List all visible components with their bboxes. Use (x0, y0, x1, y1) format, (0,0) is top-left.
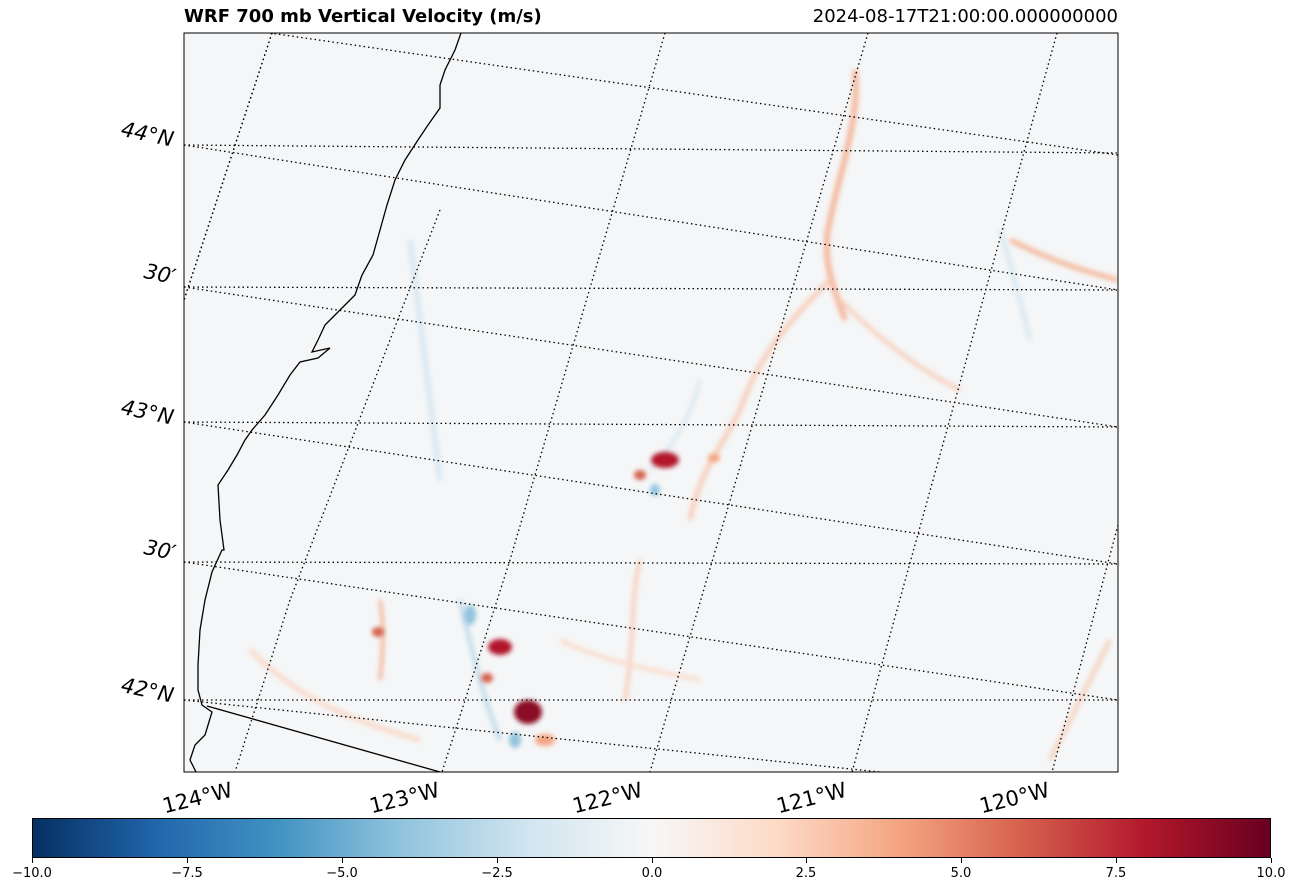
colorbar-tick (497, 858, 498, 863)
colorbar-tick (187, 858, 188, 863)
colorbar-tick (806, 858, 807, 863)
parallel-2 (184, 144, 1118, 291)
colorbar-tick-label: −2.5 (481, 866, 513, 881)
colorbar-tick-label: 10.0 (1256, 866, 1286, 881)
map-frame (183, 32, 1119, 773)
colorbar-tick (961, 858, 962, 863)
colorbar-tick (1271, 858, 1272, 863)
valid-time: 2024-08-17T21:00:00.000000000 (812, 6, 1118, 27)
velocity-field (248, 69, 1118, 761)
coastline (189, 33, 462, 772)
colorbar-tick-label: 2.5 (795, 866, 817, 881)
colorbar-tick (652, 858, 653, 863)
parallel-top (269, 33, 1118, 156)
colorbar-tick (342, 858, 343, 863)
colorbar-tick (1116, 858, 1117, 863)
colorbar-tick-label: 0.0 (641, 866, 663, 881)
map-background (184, 33, 1118, 772)
colorbar-tick-label: −5.0 (326, 866, 358, 881)
colorbar-tick-label: −10.0 (12, 866, 52, 881)
graticule (184, 33, 1118, 772)
colorbar-tick-label: 5.0 (950, 866, 972, 881)
colorbar-tick (32, 858, 33, 863)
plot-title: WRF 700 mb Vertical Velocity (m/s) (184, 6, 542, 27)
colorbar (32, 818, 1271, 858)
meridian-124w-low (234, 599, 291, 772)
colorbar-tick-label: −7.5 (171, 866, 203, 881)
state-border (206, 705, 441, 772)
colorbar-tick-label: 7.5 (1105, 866, 1127, 881)
coastline-path (189, 33, 462, 772)
meridian-121w (851, 33, 1058, 772)
